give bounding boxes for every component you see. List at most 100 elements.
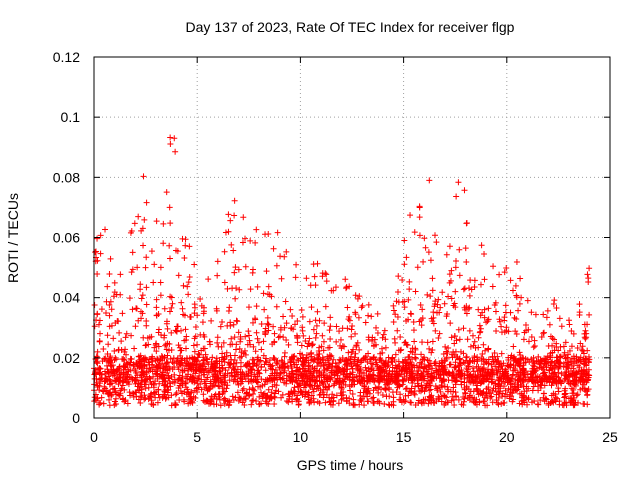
data-point — [105, 373, 112, 380]
data-point — [316, 351, 323, 358]
data-point — [417, 359, 424, 366]
data-point — [230, 360, 237, 367]
data-point — [320, 356, 327, 363]
data-point — [410, 370, 417, 377]
data-point — [507, 354, 514, 361]
data-point — [95, 321, 102, 328]
data-point — [416, 204, 423, 211]
data-point — [535, 401, 542, 408]
data-point — [167, 355, 174, 362]
data-point — [286, 370, 293, 377]
data-point — [581, 350, 588, 357]
data-point — [567, 358, 574, 365]
data-point — [311, 273, 318, 280]
data-point — [230, 321, 237, 328]
data-point — [197, 380, 204, 387]
data-point — [277, 370, 284, 377]
data-point — [500, 372, 507, 379]
data-point — [169, 359, 176, 366]
data-point — [287, 375, 294, 382]
data-point — [352, 292, 359, 299]
data-point — [121, 398, 128, 405]
data-point — [262, 231, 269, 238]
data-point — [201, 333, 208, 340]
data-point — [319, 332, 326, 339]
data-point — [349, 376, 356, 383]
data-point — [161, 305, 168, 312]
data-point — [436, 384, 443, 391]
data-point — [163, 320, 170, 327]
data-point — [425, 249, 432, 256]
data-point — [166, 340, 173, 347]
data-point — [341, 368, 348, 375]
data-point — [216, 391, 223, 398]
data-point — [463, 220, 470, 227]
data-point — [201, 371, 208, 378]
data-point — [364, 359, 371, 366]
data-point — [172, 391, 179, 398]
data-point — [528, 309, 535, 316]
data-point — [221, 388, 228, 395]
data-point — [177, 352, 184, 359]
data-point — [264, 320, 271, 327]
data-point — [443, 354, 450, 361]
data-point — [453, 337, 460, 344]
data-point — [438, 398, 445, 405]
data-point — [429, 318, 436, 325]
data-point — [258, 346, 265, 353]
data-point — [198, 302, 205, 309]
data-point — [544, 307, 551, 314]
data-point — [480, 341, 487, 348]
data-point — [356, 293, 363, 300]
data-point — [295, 368, 302, 375]
data-point — [434, 309, 441, 316]
data-point — [505, 385, 512, 392]
data-point — [208, 360, 215, 367]
data-point — [419, 339, 426, 346]
data-point — [241, 347, 248, 354]
data-point — [300, 384, 307, 391]
data-point — [155, 391, 162, 398]
data-point — [530, 354, 537, 361]
data-point — [427, 293, 434, 300]
data-point — [258, 320, 265, 327]
data-point — [513, 315, 520, 322]
data-point — [192, 367, 199, 374]
data-point — [477, 380, 484, 387]
data-point — [225, 364, 232, 371]
data-point — [566, 347, 573, 354]
data-point — [457, 360, 464, 367]
data-point — [101, 383, 108, 390]
data-point — [97, 250, 104, 257]
data-point — [312, 317, 319, 324]
data-point — [582, 388, 589, 395]
data-point — [470, 380, 477, 387]
data-point — [452, 288, 459, 295]
data-point — [332, 284, 339, 291]
data-point — [289, 313, 296, 320]
data-point — [244, 363, 251, 370]
data-point — [466, 359, 473, 366]
data-point — [520, 371, 527, 378]
data-point — [467, 343, 474, 350]
data-point — [312, 334, 319, 341]
data-point — [253, 397, 260, 404]
data-point — [137, 286, 144, 293]
data-point — [191, 304, 198, 311]
data-point — [225, 211, 232, 218]
data-point — [574, 344, 581, 351]
data-point — [298, 388, 305, 395]
data-point — [192, 333, 199, 340]
data-point — [96, 338, 103, 345]
data-point — [488, 393, 495, 400]
data-point — [271, 330, 278, 337]
data-point — [155, 326, 162, 333]
data-point — [419, 371, 426, 378]
data-point — [560, 343, 567, 350]
data-point — [337, 357, 344, 364]
data-point — [291, 361, 298, 368]
data-point — [441, 357, 448, 364]
data-point — [368, 313, 375, 320]
data-point — [188, 397, 195, 404]
data-point — [214, 334, 221, 341]
